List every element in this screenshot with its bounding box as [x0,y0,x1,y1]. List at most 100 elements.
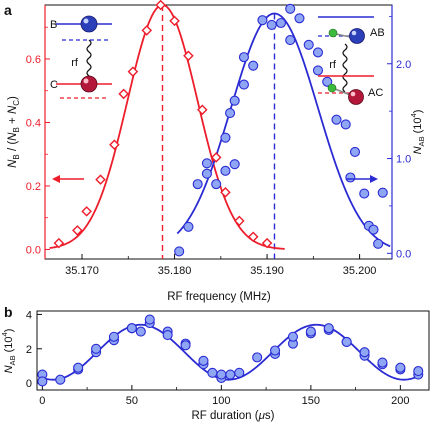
data-point-circle [183,221,194,232]
atom-a2-icon [327,83,337,93]
atom-c-highlight [83,78,89,84]
data-point-circle [174,246,185,257]
data-point-circle [341,336,352,347]
data-point-circle [349,146,361,157]
y-tick-label: 4 [26,309,32,321]
data-point-circle [162,329,173,341]
ylabel-right-exp: 4 [409,113,418,117]
data-point-diamond [261,237,273,249]
ylabel-b-exp: 4 [0,332,9,336]
data-point-circle [201,168,212,179]
data-point-circle [395,362,406,373]
data-point-diamond [95,174,106,185]
panel-a-x-axis-title: RF frequency (MHz) [167,291,271,303]
x-tick-label: 0 [39,395,45,407]
ylabel-left-n: N [7,159,19,168]
data-point-circle [285,3,296,14]
data-point-diamond [81,206,92,217]
atom-c-icon [80,75,98,93]
y-tick-label-right: 2.0 [396,59,411,71]
atom-a-icon [328,28,338,38]
ylabel-left-sub-c: C [12,100,21,106]
panel-a-y-axis-title-left: NB / (NB + NC) [7,96,21,168]
y-tick-label-left: 0.0 [26,244,41,256]
data-point-circle [312,65,324,76]
data-point-circle [220,165,231,176]
data-point-circle [135,326,146,337]
y-tick-label-left: 0.4 [26,117,41,129]
x-tick-label: 35.170 [65,265,99,277]
panel-a-y-axis-right: 0.0 1.0 2.0 [387,5,411,260]
atom-ac-highlight [350,91,356,97]
panel-a-label: a [4,2,12,18]
data-point-circle [225,107,236,119]
data-point-circle [322,76,333,87]
data-point-circle [368,224,379,235]
fit-curve-blue [176,12,391,248]
data-point-circle [303,39,314,50]
ylabel-b-unit: (10 [3,336,15,355]
data-point-circle [201,158,212,169]
ylabel-left-close: ) [7,96,19,100]
data-point-circle [238,52,249,63]
panel-a-center-markers [161,5,276,259]
data-point-diamond [72,225,83,236]
ylabel-right-sub: AB [417,136,426,146]
panel-a-y-axis-left: 0.0 0.2 0.4 0.6 [26,5,50,259]
panel-a-frame [44,4,393,260]
panel-b-label: b [4,304,13,320]
data-point-diamond [197,104,208,116]
rf-wave-icon [86,39,92,83]
y-tick-label: 2 [26,344,32,356]
panel-b-frame [36,310,430,391]
data-point-circle [108,331,120,342]
data-point-circle [377,187,388,198]
ylabel-b-close: ) [3,329,15,333]
data-point-circle [373,238,384,249]
data-point-circle [216,369,227,380]
data-point-circle [207,367,218,378]
data-point-circle [192,179,203,190]
panel-a-x-axis: 35.170 35.180 35.190 35.200 [65,254,376,277]
data-point-circle [312,47,324,58]
panel-a-data-points [53,0,388,257]
fit-curve-blue [42,323,419,381]
xlabel-b-pre: RF duration ( [191,410,258,422]
y-tick-label-left: 0.6 [26,54,41,66]
ylabel-right-unit: (10 [412,117,424,136]
data-point-diamond [53,237,65,249]
label-c: C [50,79,58,91]
data-point-circle [198,355,209,366]
data-point-circle [37,376,48,387]
ylabel-left-n2: N [7,132,19,141]
rf-wave-icon-right [342,43,348,93]
ylabel-right-close: ) [412,110,424,114]
panel-b-y-axis-title: NAB (104) [0,329,17,374]
y-tick-label-right: 1.0 [396,154,411,166]
data-point-circle [238,79,249,90]
panel-a: a 35.170 35.180 35.190 35.200 0.00.20.40.6 … [4,0,426,303]
data-point-diamond [210,152,222,163]
label-ac: AC [368,87,383,99]
atom-ab-highlight [351,30,357,36]
data-point-diamond [183,50,194,62]
atom-b-highlight [83,18,89,24]
ylabel-left-sub-b2: B [12,127,21,132]
x-tick-label: 50 [126,395,138,407]
label-b: B [50,19,57,31]
atom-ac-c-icon [348,89,364,105]
right-axis-arrow [346,175,378,183]
x-tick-label: 35.190 [250,265,284,277]
data-point-circle [252,352,263,363]
x-tick-label: 100 [212,395,230,407]
x-tick-label: 35.200 [343,265,377,277]
data-point-circle [323,323,334,334]
inset-diagram-b-c: rf B C [50,15,112,99]
data-point-circle [270,345,281,356]
fit-curve-red [49,4,285,250]
data-point-circle [305,326,316,337]
data-point-circle [229,159,240,170]
rf-label-left: rf [71,57,79,69]
data-point-diamond [141,25,153,36]
